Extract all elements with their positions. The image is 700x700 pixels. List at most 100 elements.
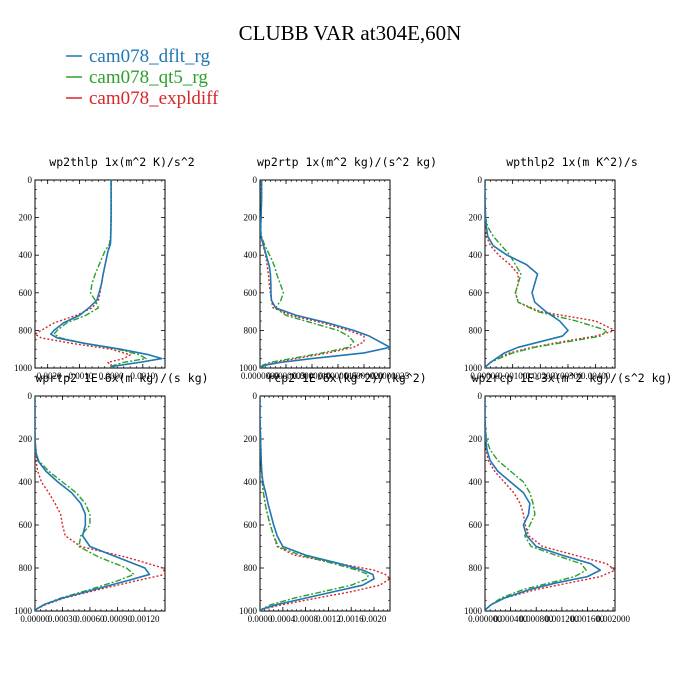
x-tick-label: 0.001600 xyxy=(571,614,605,624)
plot-frame xyxy=(259,395,391,612)
y-tick-label: 400 xyxy=(469,250,483,260)
x-tick-label: 0.00090 xyxy=(103,614,133,624)
y-tick-label: 200 xyxy=(469,213,483,223)
x-tick-label: 0.00000 xyxy=(20,614,50,624)
panel-5: rcp2 1E-6x(kg^2)/(kg^2) 0 200 400 600 800 1000… xyxy=(239,371,427,624)
x-tick-label: 0.0000010 xyxy=(293,371,332,381)
y-tick-label: 400 xyxy=(19,250,33,260)
y-tick-label: 600 xyxy=(19,520,33,530)
figure-title: CLUBB VAR at304E,60N xyxy=(239,21,462,45)
y-tick-label: 1000 xyxy=(464,606,483,616)
series-line-cam078_expldiff xyxy=(260,396,390,611)
x-tick-label: 0.0000 xyxy=(99,371,124,381)
y-tick-label: 800 xyxy=(469,325,483,335)
x-tick-label: 0.0004 xyxy=(270,614,295,624)
y-tick-label: 0 xyxy=(253,175,258,185)
legend-label-expldiff: cam078_expldiff xyxy=(89,88,219,109)
series-line-cam078_expldiff xyxy=(35,180,131,368)
series-line-cam078_expldiff xyxy=(35,396,165,611)
panel-2: wp2rtp 1x(m^2 kg)/(s^2 kg) 0 200 400 600 800 1… xyxy=(239,155,437,381)
series-line-cam078_qt5_rg xyxy=(485,396,587,611)
y-tick-label: 600 xyxy=(244,520,258,530)
y-tick-label: 200 xyxy=(19,434,33,444)
panel-title: wpthlp2 1x(m K^2)/s xyxy=(506,155,638,169)
panel-3: wpthlp2 1x(m K^2)/s020040060080010000.00… xyxy=(464,155,638,381)
y-tick-label: 0 xyxy=(478,391,483,401)
x-tick-label: 0.0000020 xyxy=(345,371,384,381)
series-line-cam078_dflt_rg xyxy=(260,396,375,611)
y-tick-label: 1000 xyxy=(464,363,483,373)
panel-title: wp2rcp 1E-3x(m^2 kg)/(s^2 kg) xyxy=(472,371,673,385)
x-tick-label: 0.001200 xyxy=(545,614,579,624)
y-tick-label: 200 xyxy=(19,213,33,223)
series-line-cam078_dflt_rg xyxy=(485,396,602,611)
plot-frame xyxy=(34,179,166,369)
y-tick-label: 600 xyxy=(19,288,33,298)
y-tick-label: 800 xyxy=(19,325,33,335)
x-tick-label: 0.00200 xyxy=(526,371,556,381)
x-tick-label: 0.00300 xyxy=(553,371,583,381)
y-tick-label: 400 xyxy=(244,250,258,260)
panel-title: wp2rtp 1x(m^2 kg)/(s^2 kg) xyxy=(257,155,437,169)
x-tick-label: 0.0020 xyxy=(362,614,387,624)
x-tick-label: 0.000000 xyxy=(468,614,502,624)
y-tick-label: 200 xyxy=(244,434,258,444)
x-tick-label: 0.0000000 xyxy=(241,371,280,381)
x-tick-label: 0.00060 xyxy=(75,614,105,624)
series-line-cam078_dflt_rg xyxy=(485,180,569,368)
x-tick-label: 0.0000005 xyxy=(267,371,306,381)
panel-title: rcp2 1E-6x(kg^2)/(kg^2) xyxy=(267,371,426,385)
x-tick-label: 0.00100 xyxy=(498,371,528,381)
panel-title: wp2thlp 1x(m^2 K)/s^2 xyxy=(49,155,194,169)
panel-title: wprtp2 1E-6x(m kg)/(s kg) xyxy=(35,371,208,385)
x-tick-label: 0.0008 xyxy=(293,614,318,624)
y-tick-label: 1000 xyxy=(14,363,33,373)
panel-1: wp2thlp 1x(m^2 K)/s^202004006008001000-0… xyxy=(14,155,195,381)
y-tick-label: 600 xyxy=(244,288,258,298)
y-tick-label: 200 xyxy=(244,213,258,223)
series-line-cam078_dflt_rg xyxy=(35,396,151,611)
y-tick-label: 800 xyxy=(469,563,483,573)
legend-label-qt5: cam078_qt5_rg xyxy=(89,67,208,88)
x-tick-label: 0.00000 xyxy=(470,371,500,381)
x-tick-label: 0.0010 xyxy=(130,371,155,381)
series-line-cam078_qt5_rg xyxy=(260,180,355,368)
series-line-cam078_qt5_rg xyxy=(260,396,370,611)
y-tick-label: 400 xyxy=(469,477,483,487)
y-tick-label: 0 xyxy=(28,175,33,185)
y-tick-label: 1000 xyxy=(239,606,258,616)
y-tick-label: 600 xyxy=(469,520,483,530)
y-tick-label: 800 xyxy=(244,563,258,573)
y-tick-label: 400 xyxy=(19,477,33,487)
series-line-cam078_qt5_rg xyxy=(485,180,608,368)
y-tick-label: 1000 xyxy=(14,606,33,616)
series-line-cam078_expldiff xyxy=(485,180,615,368)
x-tick-label: 0.00030 xyxy=(48,614,78,624)
x-tick-label: 0.0000 xyxy=(248,614,273,624)
panel-6: wp2rcp 1E-3x(m^2 kg)/(s^2 kg) 0 200 400 600 8… xyxy=(464,371,672,624)
x-tick-label: 0.002000 xyxy=(596,614,630,624)
x-tick-label: 0.000800 xyxy=(519,614,553,624)
legend: cam078_dflt_rg cam078_qt5_rg cam078_expl… xyxy=(66,46,219,109)
y-tick-label: 200 xyxy=(469,434,483,444)
series-line-cam078_qt5_rg xyxy=(35,396,135,611)
y-tick-label: 600 xyxy=(469,288,483,298)
series-line-cam078_qt5_rg xyxy=(53,180,147,368)
x-tick-label: -0.0020 xyxy=(34,371,62,381)
series-line-cam078_dflt_rg xyxy=(50,180,163,368)
y-tick-label: 0 xyxy=(28,391,33,401)
y-tick-label: 1000 xyxy=(239,363,258,373)
x-tick-label: 0.0012 xyxy=(316,614,341,624)
series-line-cam078_expldiff xyxy=(260,180,365,368)
x-tick-label: 0.00400 xyxy=(581,371,611,381)
series-line-cam078_expldiff xyxy=(485,396,615,611)
plot-frame xyxy=(484,395,616,612)
legend-label-dflt: cam078_dflt_rg xyxy=(89,46,211,67)
panels: wp2thlp 1x(m^2 K)/s^202004006008001000-0… xyxy=(14,155,672,624)
y-tick-label: 400 xyxy=(244,477,258,487)
panel-4: wprtp2 1E-6x(m kg)/(s kg)0 200 400 600 800 10… xyxy=(14,371,209,624)
x-tick-label: -0.0010 xyxy=(66,371,94,381)
x-tick-label: 0.000400 xyxy=(494,614,528,624)
